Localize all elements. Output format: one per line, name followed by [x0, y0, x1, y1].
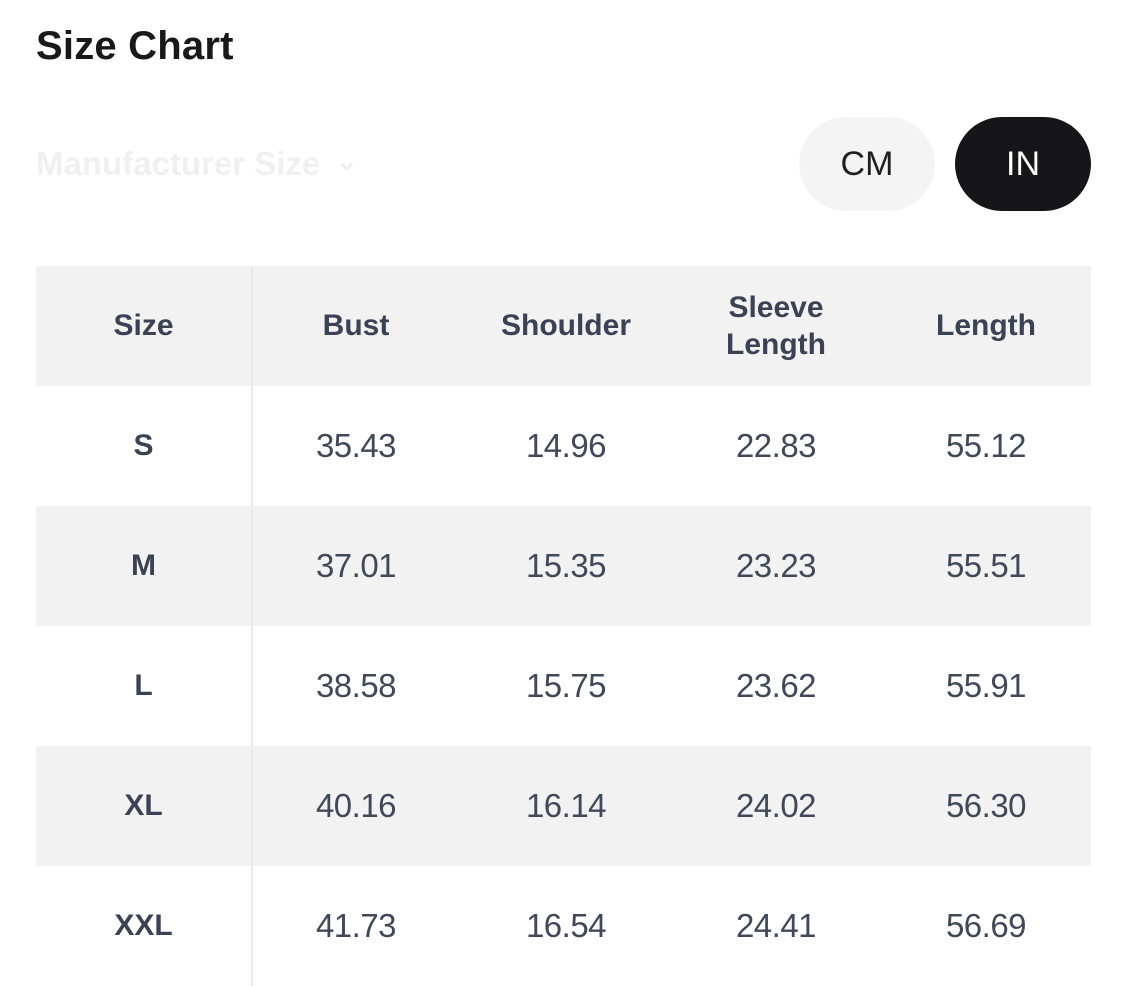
sleeve-length-cell: 22.83 — [735, 427, 817, 464]
table-row: M 37.01 15.35 23.23 55.51 — [36, 506, 1091, 626]
table-header-row: Size Bust Shoulder Sleeve Length Length — [36, 266, 1091, 386]
manufacturer-size-dropdown[interactable]: Manufacturer Size ⌄ — [36, 143, 360, 183]
table-row: S 35.43 14.96 22.83 55.12 — [36, 386, 1091, 506]
sleeve-length-cell: 24.02 — [735, 787, 817, 824]
page-title: Size Chart — [36, 24, 234, 68]
shoulder-cell: 15.75 — [525, 667, 607, 704]
chevron-down-icon: ⌄ — [334, 143, 360, 177]
length-cell: 55.12 — [945, 427, 1027, 464]
shoulder-cell: 15.35 — [525, 547, 607, 584]
size-cell: S — [133, 429, 154, 462]
shoulder-cell: 14.96 — [525, 427, 607, 464]
length-cell: 55.51 — [945, 547, 1027, 584]
sleeve-length-cell: 24.41 — [735, 907, 817, 944]
length-cell: 56.69 — [945, 907, 1027, 944]
size-cell: XL — [124, 789, 163, 822]
table-row: L 38.58 15.75 23.62 55.91 — [36, 626, 1091, 746]
shoulder-cell: 16.54 — [525, 907, 607, 944]
size-cell: L — [134, 669, 153, 702]
bust-cell: 41.73 — [315, 907, 397, 944]
column-header-bust: Bust — [322, 309, 390, 343]
table-row: XXL 41.73 16.54 24.41 56.69 — [36, 866, 1091, 986]
column-header-sleeve-length: Sleeve Length — [726, 290, 826, 362]
sleeve-length-cell: 23.23 — [735, 547, 817, 584]
unit-toggle: CM IN — [799, 117, 1091, 211]
sleeve-length-cell: 23.62 — [735, 667, 817, 704]
bust-cell: 35.43 — [315, 427, 397, 464]
length-cell: 55.91 — [945, 667, 1027, 704]
bust-cell: 37.01 — [315, 547, 397, 584]
table-row: XL 40.16 16.14 24.02 56.30 — [36, 746, 1091, 866]
size-cell: M — [131, 549, 156, 582]
controls-row: Manufacturer Size ⌄ CM IN — [36, 117, 1091, 211]
unit-cm-button[interactable]: CM — [799, 117, 935, 211]
bust-cell: 38.58 — [315, 667, 397, 704]
size-table: Size Bust Shoulder Sleeve Length Length … — [36, 266, 1091, 986]
length-cell: 56.30 — [945, 787, 1027, 824]
shoulder-cell: 16.14 — [525, 787, 607, 824]
column-header-size: Size — [113, 309, 174, 343]
column-header-length: Length — [936, 309, 1036, 343]
column-header-shoulder: Shoulder — [500, 309, 631, 343]
manufacturer-size-label: Manufacturer Size — [36, 145, 321, 182]
bust-cell: 40.16 — [315, 787, 397, 824]
size-cell: XXL — [114, 909, 173, 942]
unit-in-button[interactable]: IN — [955, 117, 1091, 211]
